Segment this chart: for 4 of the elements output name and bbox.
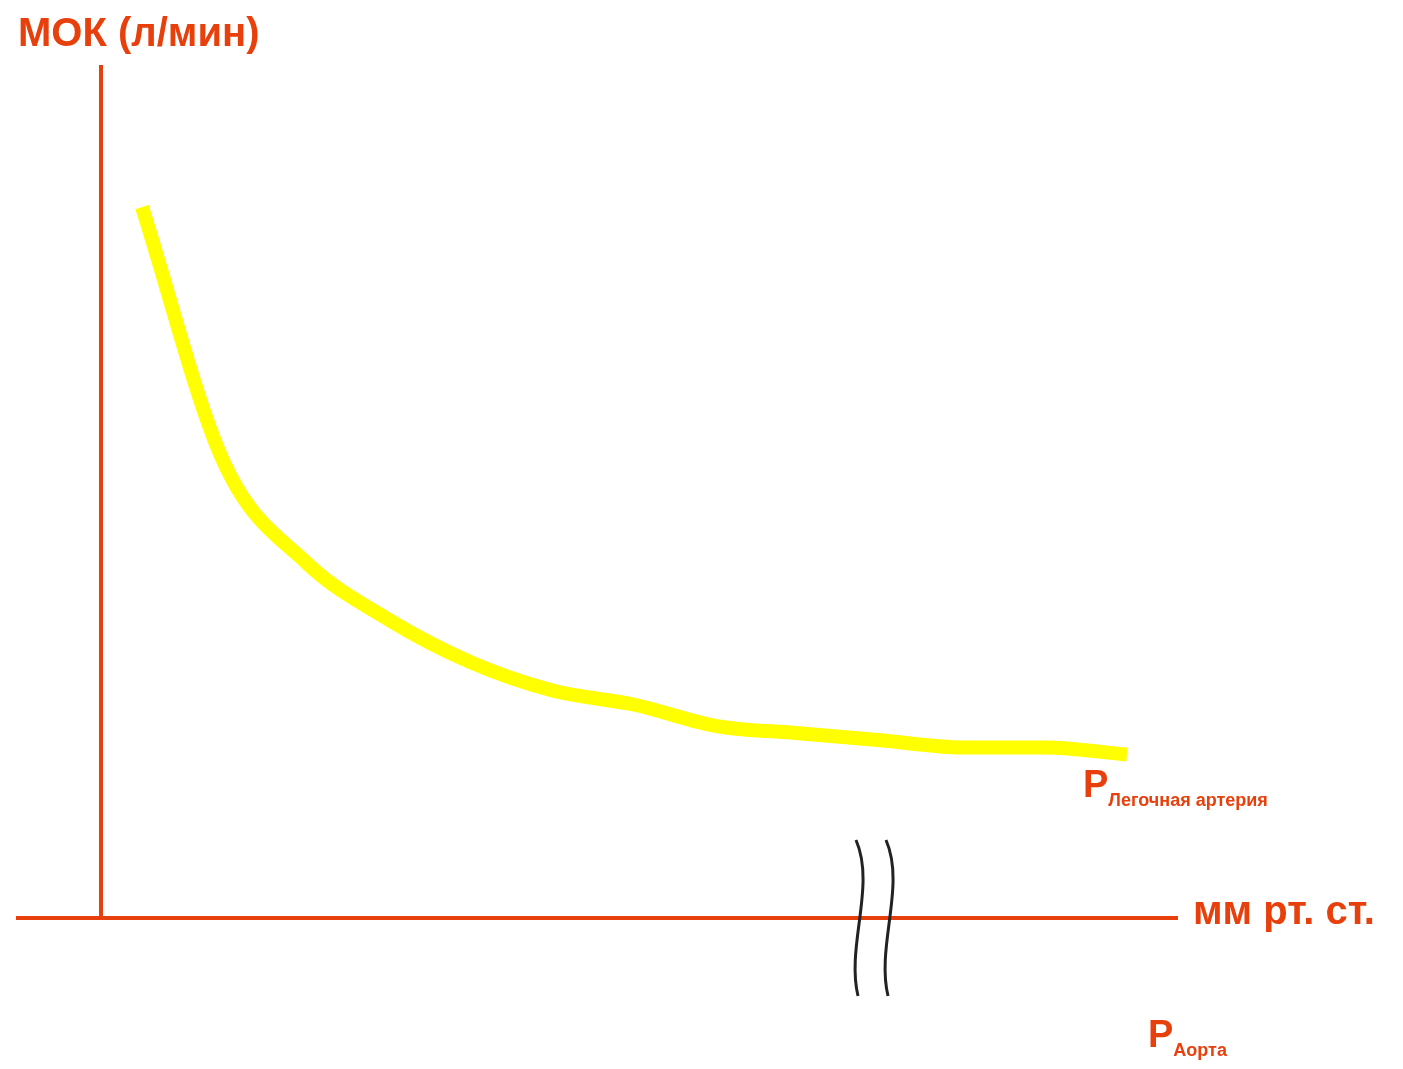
x-axis-title: мм рт. ст. [1193, 888, 1375, 933]
annotation: P$_{Легочная артерия}$ [1083, 763, 1268, 810]
y-axis-title: МОК (л/мин) [18, 10, 260, 55]
text: P$_{Аорта}$ [1148, 1013, 1227, 1060]
